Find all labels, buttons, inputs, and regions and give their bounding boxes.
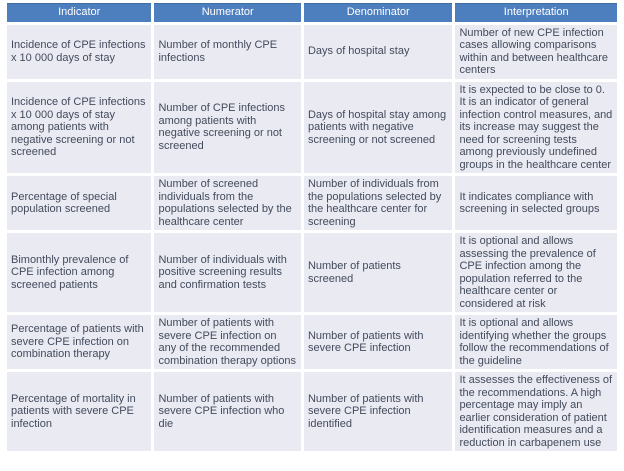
cell-denominator: Days of hospital stay among patients wit… — [303, 81, 453, 173]
cell-numerator: Number of screened individuals from the … — [154, 176, 301, 230]
table-row: Bimonthly prevalence of CPE infection am… — [7, 233, 617, 312]
cell-denominator: Number of patients with severe CPE infec… — [303, 372, 453, 451]
cell-denominator: Number of patients screened — [303, 233, 453, 312]
cell-interpretation: It assesses the effectiveness of the rec… — [455, 372, 617, 451]
cell-denominator: Number of individuals from the populatio… — [303, 176, 453, 230]
table-row: Incidence of CPE infections x 10 000 day… — [7, 24, 617, 79]
cell-interpretation: It indicates compliance with screening i… — [455, 176, 617, 230]
indicators-table: Indicator Numerator Denominator Interpre… — [4, 0, 620, 454]
column-header-numerator: Numerator — [154, 3, 301, 22]
table-row: Percentage of special population screene… — [7, 176, 617, 230]
cell-indicator: Percentage of special population screene… — [7, 176, 152, 230]
table-row: Incidence of CPE infections x 10 000 day… — [7, 81, 617, 173]
table-row: Percentage of patients with severe CPE i… — [7, 315, 617, 369]
cell-interpretation: Number of new CPE infection cases allowi… — [455, 24, 617, 79]
cell-denominator: Number of patients with severe CPE infec… — [303, 315, 453, 369]
indicators-table-container: Indicator Numerator Denominator Interpre… — [4, 0, 622, 454]
cell-indicator: Percentage of patients with severe CPE i… — [7, 315, 152, 369]
table-header-row: Indicator Numerator Denominator Interpre… — [7, 3, 617, 22]
cell-numerator: Number of monthly CPE infections — [154, 24, 301, 79]
cell-indicator: Percentage of mortality in patients with… — [7, 372, 152, 451]
cell-indicator: Bimonthly prevalence of CPE infection am… — [7, 233, 152, 312]
cell-interpretation: It is optional and allows assessing the … — [455, 233, 617, 312]
cell-interpretation: It is expected to be close to 0. It is a… — [455, 81, 617, 173]
table-row: Percentage of mortality in patients with… — [7, 372, 617, 451]
cell-indicator: Incidence of CPE infections x 10 000 day… — [7, 81, 152, 173]
column-header-interpretation: Interpretation — [455, 3, 617, 22]
cell-numerator: Number of CPE infections among patients … — [154, 81, 301, 173]
cell-numerator: Number of individuals with positive scre… — [154, 233, 301, 312]
column-header-indicator: Indicator — [7, 3, 152, 22]
cell-numerator: Number of patients with severe CPE infec… — [154, 315, 301, 369]
column-header-denominator: Denominator — [303, 3, 453, 22]
cell-denominator: Days of hospital stay — [303, 24, 453, 79]
cell-numerator: Number of patients with severe CPE infec… — [154, 372, 301, 451]
cell-indicator: Incidence of CPE infections x 10 000 day… — [7, 24, 152, 79]
cell-interpretation: It is optional and allows identifying wh… — [455, 315, 617, 369]
